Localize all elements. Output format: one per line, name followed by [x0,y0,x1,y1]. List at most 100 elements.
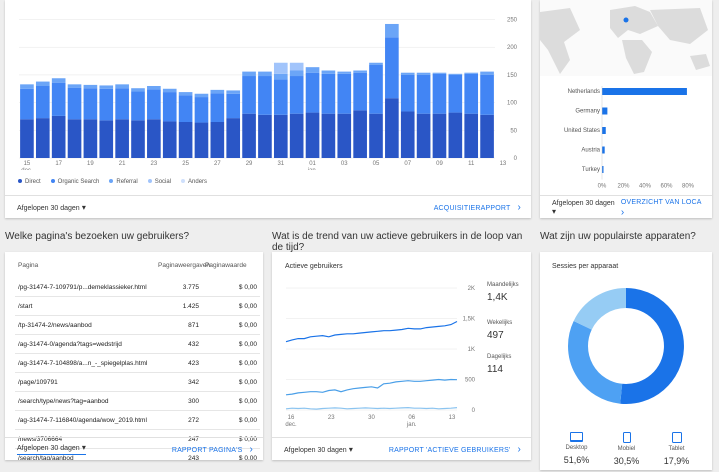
page-path-cell[interactable]: /ag-31474-7-104898/a...n_-_spiegelplas.h… [15,353,161,373]
countries-card: Netherlands Germany United States Austria Tu… [540,0,712,218]
bar-segment [400,111,415,158]
bar-segment [464,73,479,114]
legend-social: Social [147,179,171,185]
date-range-dropdown[interactable]: Afgelopen 30 dagen [17,203,86,212]
pageviews-cell: 871 [161,315,202,335]
page-path-cell[interactable]: /search/type/news?tag=aanbod [15,391,161,411]
bar-segment [67,119,82,158]
bar-segment [51,78,66,83]
bar-segment [115,119,129,158]
bar-segment [416,74,431,114]
pagevalue-cell: $ 0,00 [202,334,260,354]
x-tick-label: 30 [368,415,375,421]
location-overview-link[interactable]: OVERZICHT VAN LOCA [621,196,712,218]
devices-card: Sessies per apparaat Desktop 51,6% Mobie… [540,252,712,470]
bar-segment [99,120,114,158]
page-path-cell[interactable]: /pg-31474-7-109791/p...demeklassieker.ht… [15,278,161,297]
x-tick-label: 19 [87,161,94,167]
bar-segment [242,76,256,114]
bar-segment [258,76,272,115]
bar-segment [83,88,98,120]
metric-monthly: Maandelijks 1,4K [487,282,519,303]
bar-segment [337,71,352,74]
column-header-pageviews[interactable]: Paginaweergaven [158,262,211,269]
bar-segment [448,74,463,113]
bar-segment [20,119,34,158]
countries-chart: Netherlands Germany United States Austria Tu… [564,86,695,190]
bar-segment [432,73,447,114]
y-tick-label: 1K [468,347,475,353]
page-path-cell[interactable]: /search/tag/aanbod [15,448,161,460]
countries-date-range-dropdown[interactable]: Afgelopen 30 dagen [552,198,621,216]
bar-segment [147,86,161,90]
bar-segment [369,113,383,158]
table-row[interactable]: /start 1.425 $ 0,00 [15,296,260,316]
y-tick-label: 150 [507,73,518,79]
bar-segment [194,122,209,158]
tablet-icon [671,432,682,443]
page-path-cell[interactable]: /tp-31474-2/news/aanbod [15,315,161,335]
bar-segment [353,110,367,158]
pages-date-range-dropdown[interactable]: Afgelopen 30 dagen [17,443,86,455]
page-path-cell[interactable]: /ag-31474-0/agenda?tags=wedstrijd [15,334,161,354]
bar-segment [385,37,399,99]
series-line-maandelijks [285,320,458,343]
x-tick-label: 13 [449,415,456,421]
x-tick-label: 27 [214,161,221,167]
page-path-cell[interactable]: /start [15,296,161,316]
active-date-range-dropdown[interactable]: Afgelopen 30 dagen [284,445,353,454]
acquisition-report-link[interactable]: ACQUISITIERAPPORT [434,202,521,213]
bar-segment [35,86,50,119]
x-tick-label: 40% [639,184,652,190]
bar-segment [147,119,161,158]
map-landmass-europe [610,6,658,38]
x-tick-label: 23 [328,415,335,421]
bar-segment [242,71,256,77]
bar-segment [20,88,34,120]
table-row[interactable]: /ag-31474-7-104898/a...n_-_spiegelplas.h… [15,353,260,373]
table-row[interactable]: /ag-31474-0/agenda?tags=wedstrijd 432 $ 0,… [15,334,260,354]
column-header-pagevalue[interactable]: Paginawaarde [205,262,247,269]
bar-segment [131,88,145,92]
pagevalue-cell: $ 0,00 [202,296,260,316]
pageviews-cell: 423 [161,353,202,373]
pageviews-cell: 1.425 [161,296,202,316]
x-tick-label: 11 [468,161,475,167]
bar-segment [305,112,320,158]
pages-report-link[interactable]: RAPPORT PAGINA'S [172,444,253,455]
active-users-report-link[interactable]: RAPPORT 'ACTIEVE GEBRUIKERS' [389,444,521,455]
country-bar [602,146,605,154]
y-tick-label: 2K [468,286,475,292]
countries-footer: Afgelopen 30 dagen OVERZICHT VAN LOCA [540,195,712,218]
pageviews-cell: 432 [161,334,202,354]
acquisition-chart: 250 200 150 100 50 0 15dec. 17 19 21 23 25 27 29 31 01j… [19,18,518,170]
table-row[interactable]: /pg-31474-7-109791/p...demeklassieker.ht… [15,278,260,297]
desktop-icon [570,432,583,442]
bar-segment [147,89,161,120]
table-row[interactable]: /tp-31474-2/news/aanbod 871 $ 0,00 [15,315,260,335]
x-tick-label: 21 [119,161,126,167]
page-path-cell[interactable]: /page/109791 [15,372,161,392]
table-row[interactable]: /search/type/news?tag=aanbod 300 $ 0,00 [15,391,260,411]
bar-segment [305,72,320,113]
bar-segment [226,118,241,158]
bar-segment [480,74,494,115]
bar-segment [273,79,288,115]
bar-segment [99,88,114,121]
bar-segment [353,70,367,73]
pagevalue-cell: $ 0,00 [202,372,260,392]
bar-segment [226,90,241,94]
table-row[interactable]: /page/109791 342 $ 0,00 [15,372,260,392]
page-path-cell[interactable]: /ag-31474-7-116840/agenda/wow_2019.html [15,410,161,430]
x-tick-month: jan. [307,168,318,170]
bar-segment [464,72,479,74]
device-tablet: Tablet 17,9% [654,432,699,466]
bar-segment [369,64,383,114]
table-row[interactable]: /ag-31474-7-116840/agenda/wow_2019.html 2… [15,410,260,430]
active-users-footer: Afgelopen 30 dagen RAPPORT 'ACTIEVE GEBR… [272,437,531,460]
pages-card: Pagina Paginaweergaven Paginawaarde /pg-… [5,252,263,460]
bar-segment [480,71,494,75]
column-header-page[interactable]: Pagina [18,262,39,269]
bar-segment [385,98,399,158]
bar-segment [321,113,336,158]
